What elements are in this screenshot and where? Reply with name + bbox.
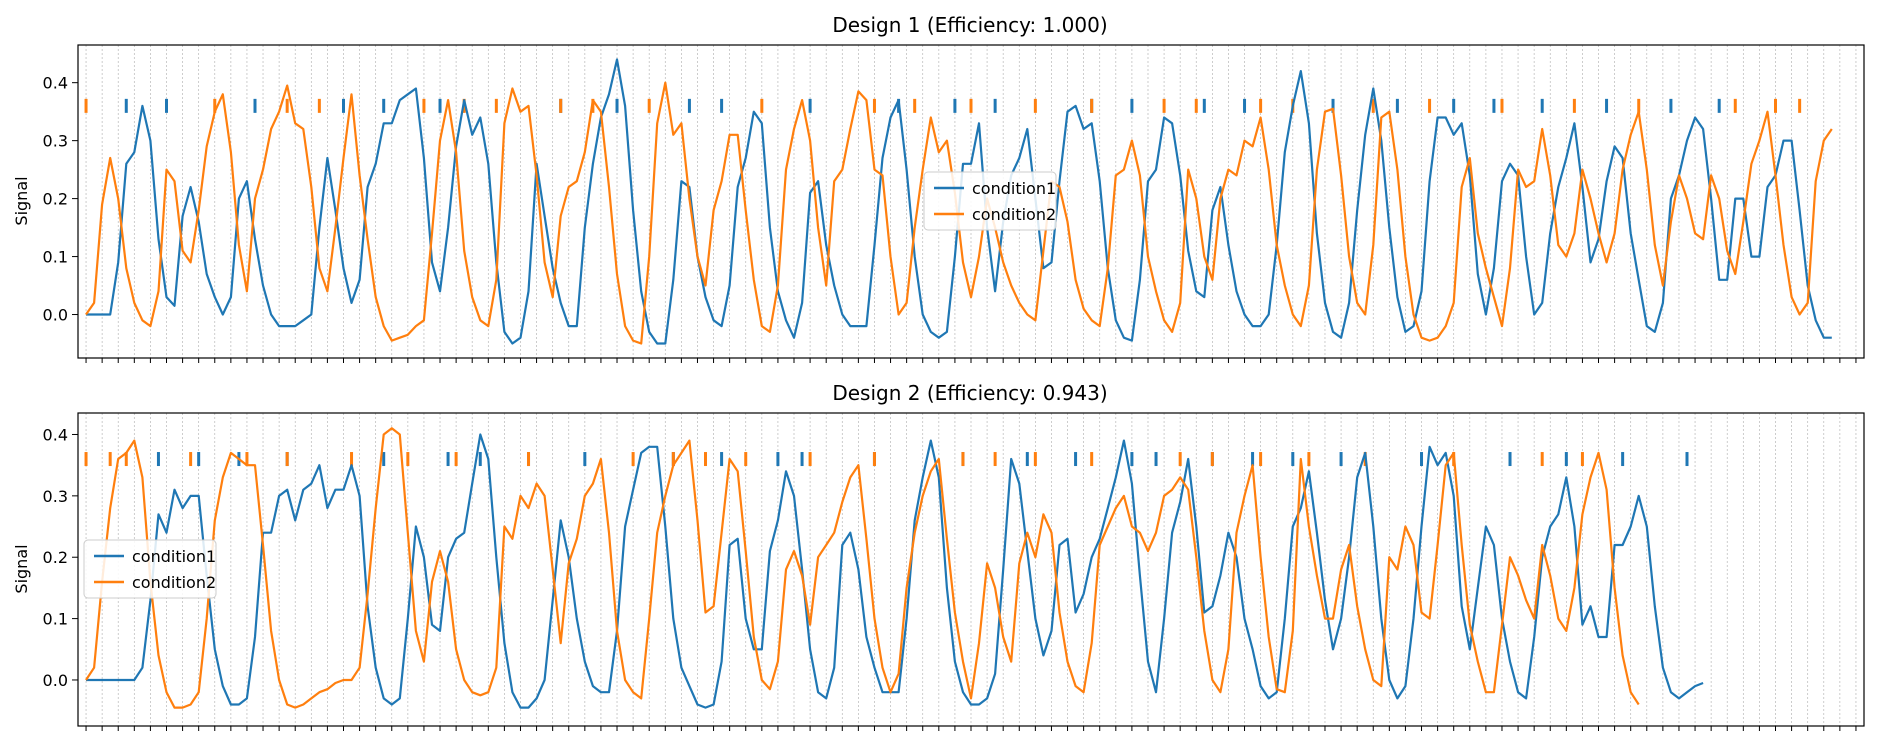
panel-1-title: Design 1 (Efficiency: 1.000) <box>832 13 1107 37</box>
panel-2-x-axis <box>85 726 1857 731</box>
panel-2-series <box>85 427 1704 709</box>
panel-1-legend: condition1 condition2 <box>923 171 1057 231</box>
y-tick-label: 0.2 <box>43 190 68 209</box>
series-line-condition1 <box>86 58 1832 345</box>
legend-box <box>923 171 1057 231</box>
y-tick-label: 0.4 <box>43 425 68 444</box>
legend-label-condition1: condition1 <box>972 179 1056 198</box>
panel-design-1: Design 1 (Efficiency: 1.000) 0.00.10.20.… <box>12 13 1865 363</box>
y-tick-label: 0.1 <box>43 610 68 629</box>
panel-2-y-axis-label: Signal <box>12 544 31 593</box>
y-tick-label: 0.0 <box>43 671 68 690</box>
legend-label-condition1: condition1 <box>132 547 216 566</box>
panel-design-2: Design 2 (Efficiency: 0.943) 0.00.10.20.… <box>12 381 1865 731</box>
y-tick-label: 0.3 <box>43 487 68 506</box>
y-tick-label: 0.1 <box>43 248 68 267</box>
legend-label-condition2: condition2 <box>132 573 216 592</box>
y-tick-label: 0.2 <box>43 548 68 567</box>
panel-1-y-axis-label: Signal <box>12 176 31 225</box>
panel-2-legend: condition1 condition2 <box>83 539 217 599</box>
panel-1-x-axis <box>85 358 1857 363</box>
panel-2-y-axis: 0.0 0.1 0.2 0.3 0.4 <box>43 425 78 690</box>
legend-label-condition2: condition2 <box>972 205 1056 224</box>
legend-box <box>83 539 217 599</box>
panel-1-y-axis: 0.0 0.1 0.2 0.3 0.4 <box>43 74 78 325</box>
panel-2-title: Design 2 (Efficiency: 0.943) <box>832 381 1107 405</box>
series-line-condition2 <box>85 427 1640 709</box>
panel-1-grid <box>85 45 1857 358</box>
y-tick-label: 0.4 <box>43 74 68 93</box>
y-tick-label: 0.0 <box>43 306 68 325</box>
y-tick-label: 0.3 <box>43 132 68 151</box>
panel-1-onset-markers <box>84 98 1802 113</box>
series-line-condition1 <box>86 433 1704 709</box>
